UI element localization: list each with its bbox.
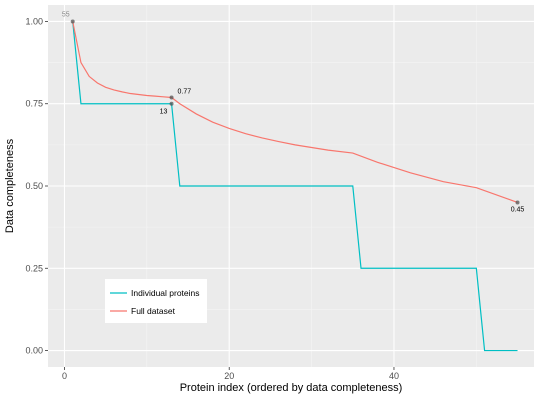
x-axis-ticks: 0 20 40 — [62, 367, 399, 381]
legend-label-individual-proteins: Individual proteins — [131, 288, 200, 298]
point-annotation: 0.77 — [178, 88, 192, 95]
legend-label-full-dataset: Full dataset — [131, 306, 176, 316]
y-axis-ticks: 0.00 0.25 0.50 0.75 1.00 — [25, 16, 48, 356]
highlight-point — [70, 19, 75, 24]
x-tick-label: 40 — [389, 371, 399, 381]
y-axis-title: Data completeness — [4, 138, 16, 233]
series-line-individual-proteins — [72, 21, 518, 352]
legend-box — [105, 279, 207, 323]
x-tick-label: 20 — [224, 371, 234, 381]
y-tick-label: 0.25 — [25, 263, 43, 273]
x-axis-title: Protein index (ordered by data completen… — [180, 382, 403, 394]
highlight-point — [515, 200, 520, 205]
y-tick-label: 0.00 — [25, 346, 43, 356]
y-tick-label: 0.75 — [25, 99, 43, 109]
annotations: 55 0.77 13 0.45 — [62, 11, 525, 213]
legend: Individual proteins Full dataset — [105, 279, 207, 323]
point-annotation: 13 — [160, 109, 168, 116]
highlight-point — [169, 95, 174, 100]
point-annotation: 0.45 — [511, 206, 525, 213]
point-annotation: 55 — [62, 11, 70, 18]
highlight-points — [70, 19, 520, 205]
series-line-full-dataset — [72, 21, 518, 204]
highlight-point — [169, 101, 174, 106]
series-layer — [72, 21, 518, 352]
y-tick-label: 0.50 — [25, 181, 43, 191]
grid-major — [48, 5, 534, 367]
x-tick-label: 0 — [62, 371, 67, 381]
y-tick-label: 1.00 — [25, 16, 43, 26]
